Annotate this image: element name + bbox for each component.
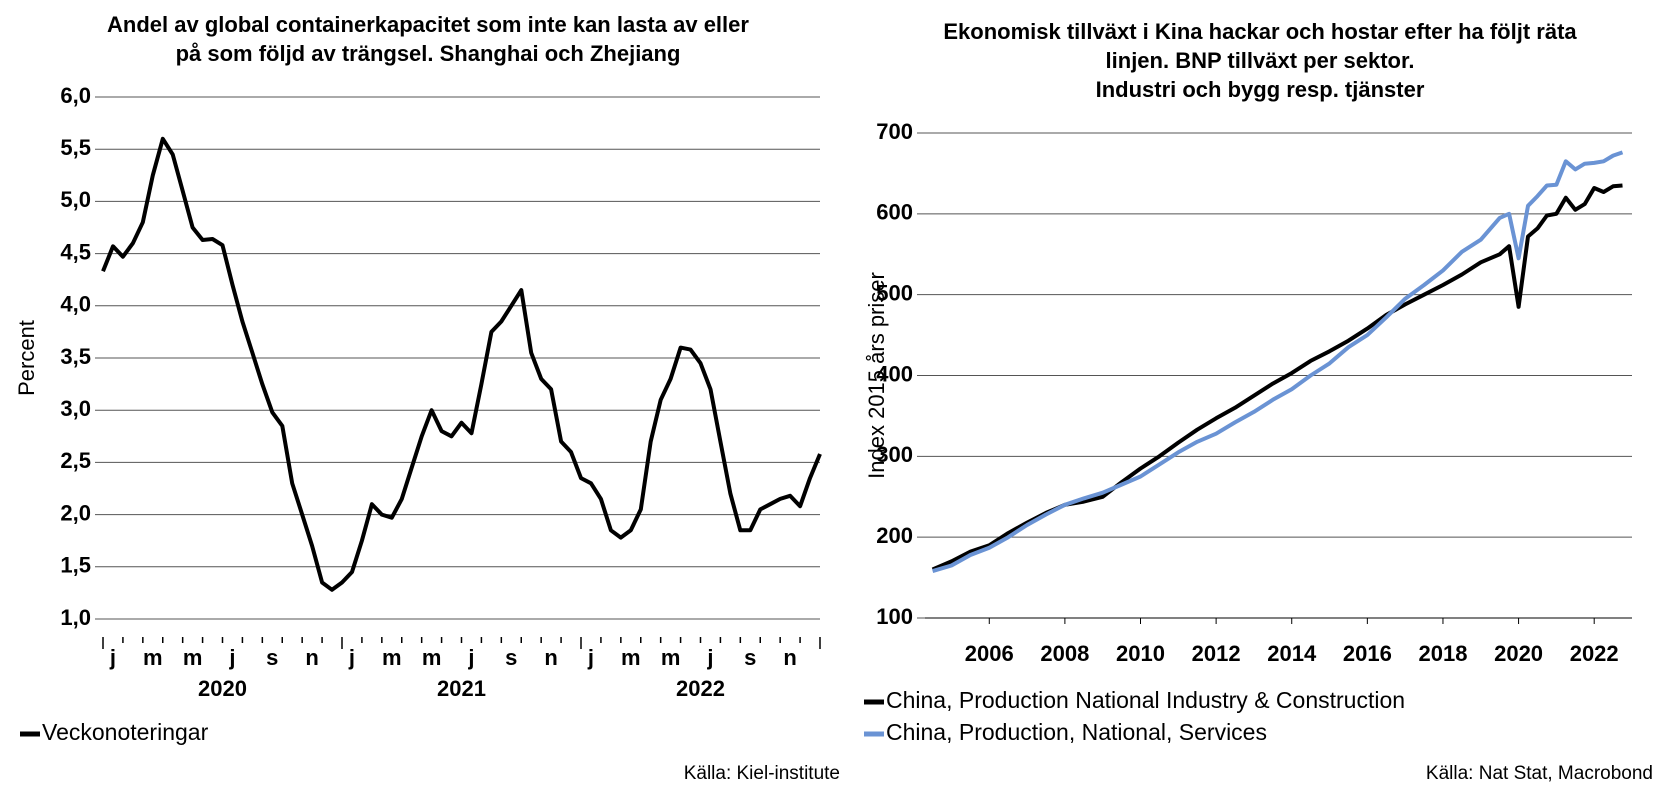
x-tick-label: 2010: [1116, 641, 1165, 666]
y-tick-label: 500: [876, 280, 913, 305]
y-tick-label: 4,0: [60, 292, 91, 317]
x-tick-label: 2018: [1418, 641, 1467, 666]
x-year-label: 2020: [198, 676, 247, 701]
y-tick-label: 3,5: [60, 344, 91, 369]
y-axis-label: Index 2015 års priser: [864, 272, 889, 479]
x-tick-label: j: [109, 645, 116, 670]
x-tick-label: m: [183, 645, 203, 670]
x-tick-label: m: [661, 645, 681, 670]
y-tick-label: 400: [876, 361, 913, 386]
x-tick-label: j: [587, 645, 594, 670]
x-tick-label: n: [544, 645, 557, 670]
chart-title: Ekonomisk tillväxt i Kina hackar och hos…: [943, 19, 1577, 44]
y-tick-label: 2,5: [60, 448, 91, 473]
x-tick-label: n: [783, 645, 796, 670]
x-tick-label: j: [348, 645, 355, 670]
data-line: [932, 150, 1624, 574]
y-tick-label: 3,0: [60, 396, 91, 421]
y-tick-label: 1,0: [60, 605, 91, 630]
data-line: [101, 136, 822, 592]
x-year-label: 2021: [437, 676, 486, 701]
x-tick-label: 2006: [965, 641, 1014, 666]
x-tick-label: j: [467, 645, 474, 670]
x-tick-label: 2008: [1040, 641, 1089, 666]
y-tick-label: 6,0: [60, 83, 91, 108]
y-tick-label: 300: [876, 442, 913, 467]
chart-title: på som följd av trängsel. Shanghai och Z…: [176, 41, 681, 66]
x-tick-label: m: [422, 645, 442, 670]
y-tick-label: 700: [876, 119, 913, 144]
y-tick-label: 100: [876, 604, 913, 629]
x-tick-label: s: [744, 645, 756, 670]
x-tick-label: 2012: [1192, 641, 1241, 666]
source: Källa: Kiel-institute: [684, 763, 840, 784]
x-tick-label: j: [228, 645, 235, 670]
y-tick-label: 2,0: [60, 500, 91, 525]
legend-label: China, Production, National, Services: [886, 719, 1267, 745]
x-tick-label: 2020: [1494, 641, 1543, 666]
x-tick-label: m: [143, 645, 163, 670]
x-tick-label: s: [266, 645, 278, 670]
source: Källa: Nat Stat, Macrobond: [1426, 763, 1653, 784]
x-tick-label: 2016: [1343, 641, 1392, 666]
data-line: [931, 183, 1623, 572]
chart-title: Andel av global containerkapacitet som i…: [107, 12, 749, 37]
chart-title: linjen. BNP tillväxt per sektor.: [1106, 48, 1415, 73]
x-tick-label: s: [505, 645, 517, 670]
x-tick-label: m: [621, 645, 641, 670]
y-tick-label: 600: [876, 200, 913, 225]
x-tick-label: 2022: [1570, 641, 1619, 666]
y-tick-label: 5,5: [60, 135, 91, 160]
x-tick-label: 2014: [1267, 641, 1317, 666]
y-tick-label: 1,5: [60, 553, 91, 578]
chart-title: Industri och bygg resp. tjänster: [1096, 77, 1425, 102]
y-axis-label: Percent: [14, 320, 39, 396]
legend-label: Veckonoteringar: [42, 719, 209, 745]
x-tick-label: m: [382, 645, 402, 670]
x-tick-label: j: [706, 645, 713, 670]
y-tick-label: 5,0: [60, 187, 91, 212]
x-tick-label: n: [305, 645, 318, 670]
x-year-label: 2022: [676, 676, 725, 701]
y-tick-label: 4,5: [60, 239, 91, 264]
legend-label: China, Production National Industry & Co…: [886, 687, 1405, 713]
y-tick-label: 200: [876, 523, 913, 548]
